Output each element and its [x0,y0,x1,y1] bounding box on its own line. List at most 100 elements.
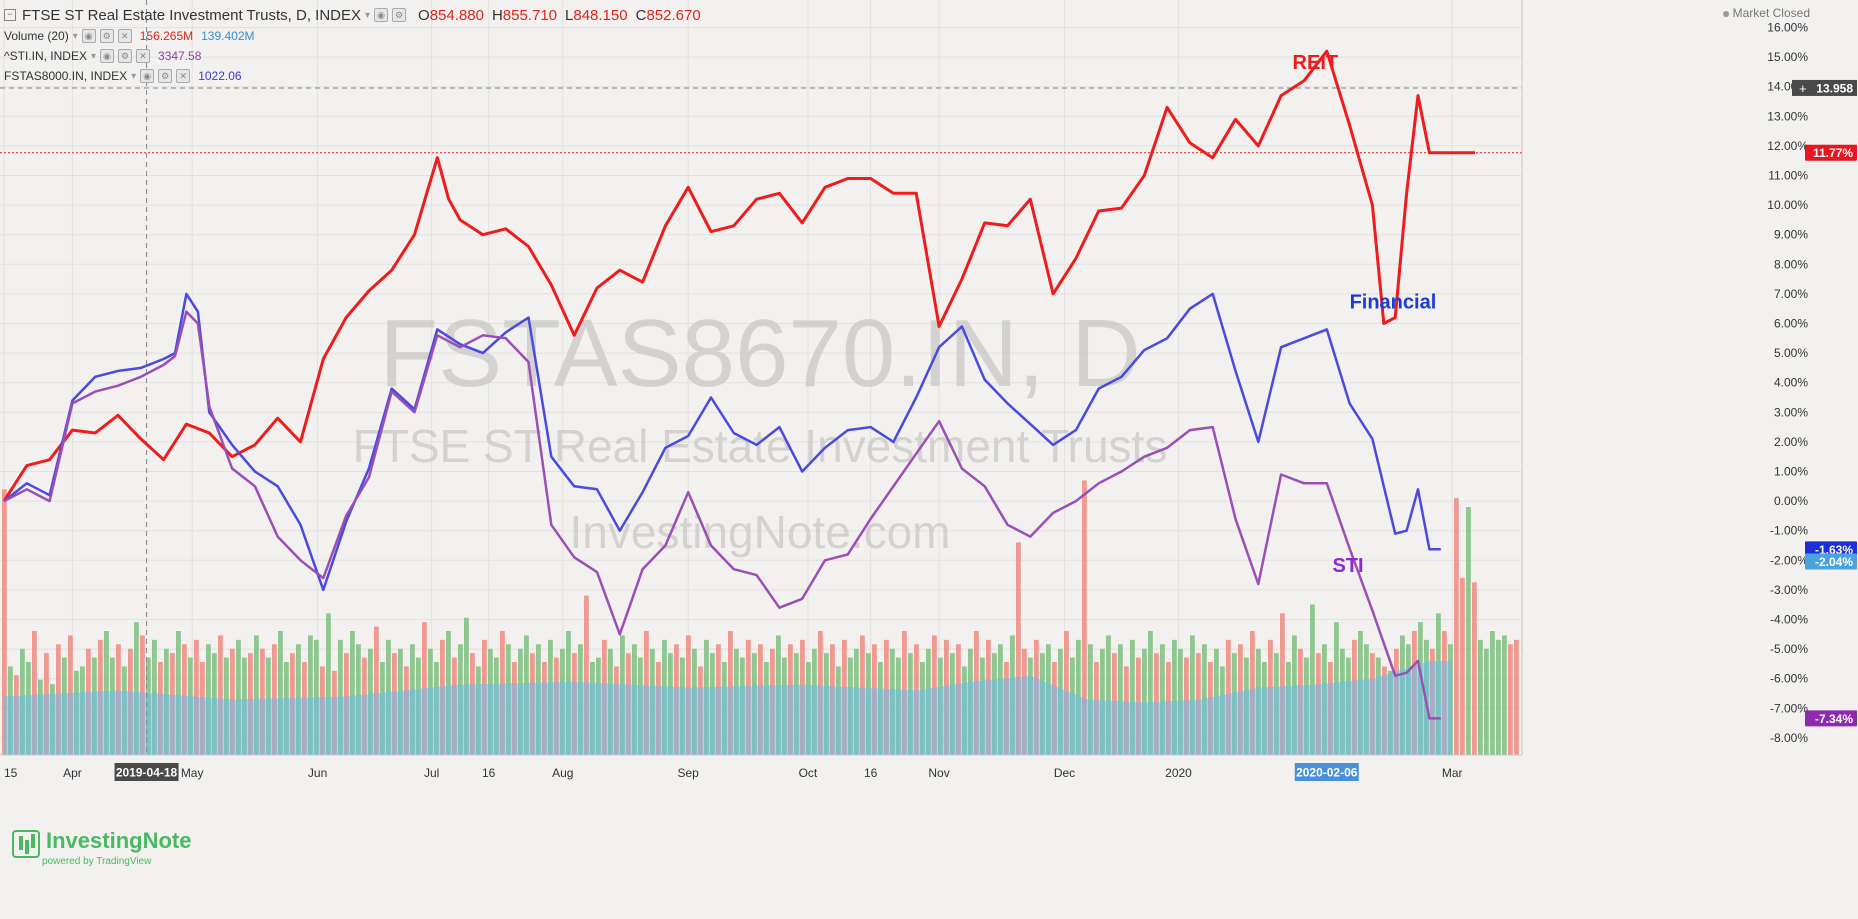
chevron-down-icon[interactable]: ▾ [365,9,371,21]
price-badge-sti: -7.34% [1805,710,1857,727]
y-tick-label: 15.00% [1767,50,1808,64]
sti-value: 3347.58 [158,49,202,63]
legend-volume: Volume (20) ▾ ◉ ⚙ ✕ 156.265M 139.402M [4,26,701,46]
eye-icon[interactable]: ◉ [100,49,115,63]
crosshair-badge-box [1792,79,1857,96]
chart-bars-icon [12,829,40,858]
settings-icon[interactable]: ⚙ [118,49,133,63]
price-badge-financial: -1.63% [1805,541,1857,558]
open-value: 854.880 [429,6,484,24]
badge-box [1805,710,1857,727]
annotation-financial: Financial [1350,292,1437,314]
volume-bar [2,489,7,755]
x-tick-label: Aug [552,766,573,780]
x-tick-label: 16 [864,766,878,780]
date-badge-label: 2020-02-06 [1296,766,1358,780]
volume-bar [1148,631,1153,755]
watermark-line2: FTSE ST Real Estate Investment Trusts [353,420,1168,472]
legend-financial: FSTAS8000.IN, INDEX ▾ ◉ ⚙ ✕ 1022.06 [4,66,701,86]
eye-icon[interactable]: ◉ [81,29,96,43]
volume-bar [1472,582,1477,755]
financial-title: FSTAS8000.IN, INDEX [4,69,128,83]
main-series-title: FTSE ST Real Estate Investment Trusts, D… [22,6,361,24]
chevron-down-icon[interactable]: ▾ [72,30,78,42]
x-axis-background [0,755,1858,919]
market-status-text: Market Closed [1732,6,1810,20]
volume-bar [1106,635,1111,755]
x-tick-label: Dec [1054,766,1075,780]
chevron-down-icon[interactable]: ▾ [131,70,137,82]
close-icon[interactable]: ✕ [117,29,132,43]
volume-bar [1484,648,1489,755]
low-value: 848.150 [573,6,628,24]
volume-bar [374,626,379,755]
eye-icon[interactable]: ◉ [140,69,155,83]
close-icon[interactable]: ✕ [136,49,151,63]
y-tick-label: -6.00% [1770,672,1808,686]
investingnote-logo: InvestingNote powered by TradingView [12,828,191,867]
close-icon[interactable]: ✕ [176,69,191,83]
y-tick-label: -4.00% [1770,613,1808,627]
x-tick-label: Oct [799,766,818,780]
settings-icon[interactable]: ⚙ [392,8,407,22]
y-tick-label: 13.00% [1767,109,1808,123]
y-tick-label: 7.00% [1774,287,1808,301]
close-value: 852.670 [646,6,701,24]
badge-label: -7.34% [1815,712,1853,726]
x-tick-label: Jun [308,766,327,780]
annotations: REIT Financial STI [1293,52,1437,577]
y-tick-label: -8.00% [1770,731,1808,745]
y-tick-label: -7.00% [1770,701,1808,715]
date-badge-box [1294,763,1359,781]
volume-bar [176,631,181,755]
x-tick-label: Mar [1442,766,1463,780]
x-tick-label: 16 [482,766,496,780]
y-tick-label: 6.00% [1774,317,1808,331]
volume-bar [1016,542,1021,755]
collapse-icon[interactable]: − [4,9,16,21]
volume-bar [1310,604,1315,755]
settings-icon[interactable]: ⚙ [158,69,173,83]
chevron-down-icon[interactable]: ▾ [90,50,97,62]
logo-brand: InvestingNote [46,828,192,853]
open-label: O [418,6,430,24]
y-tick-label: -5.00% [1770,642,1808,656]
chart-legend: − FTSE ST Real Estate Investment Trusts,… [4,4,701,86]
market-status: Market Closed [1722,6,1810,20]
x-tick-label: Apr [63,766,82,780]
badge-label: -1.63% [1815,543,1853,557]
eye-icon[interactable]: ◉ [374,8,389,22]
y-tick-label: 8.00% [1774,257,1808,271]
volume-bar [1508,644,1513,755]
y-tick-label: 5.00% [1774,346,1808,360]
volume-bar [218,635,223,755]
volume-bar [236,639,241,755]
low-label: L [565,6,574,24]
volume-bar [1118,644,1123,755]
volume-bar [1514,639,1519,755]
volume-bar [134,622,139,755]
logo-sub: powered by TradingView [42,855,152,867]
volume-bar [308,635,313,755]
x-tick-label: 2020 [1165,766,1192,780]
volume-bar [32,631,37,755]
crosshair-date-badge: 2019-04-18 [114,763,179,781]
settings-icon[interactable]: ⚙ [99,29,114,43]
y-tick-label: 4.00% [1774,376,1808,390]
volume-bar [1454,498,1459,755]
volume-title: Volume (20) [4,29,69,43]
volume-bar [1496,639,1501,755]
x-tick-label: Sep [678,766,700,780]
close-label: C [635,6,647,24]
volume-bar [1280,613,1285,755]
badge-label: 11.77% [1813,146,1853,160]
price-badge-reit: 11.77% [1805,144,1857,161]
volume-bar [1190,635,1195,755]
volume-bar [1160,644,1165,755]
series-lines [2,49,1475,720]
y-axis-labels: 16.00%15.00%14.00%13.00%12.00%11.00%10.0… [1767,21,1808,745]
volume-bar [1082,480,1087,755]
volume-bar [326,613,331,755]
volume-bar [278,631,283,755]
